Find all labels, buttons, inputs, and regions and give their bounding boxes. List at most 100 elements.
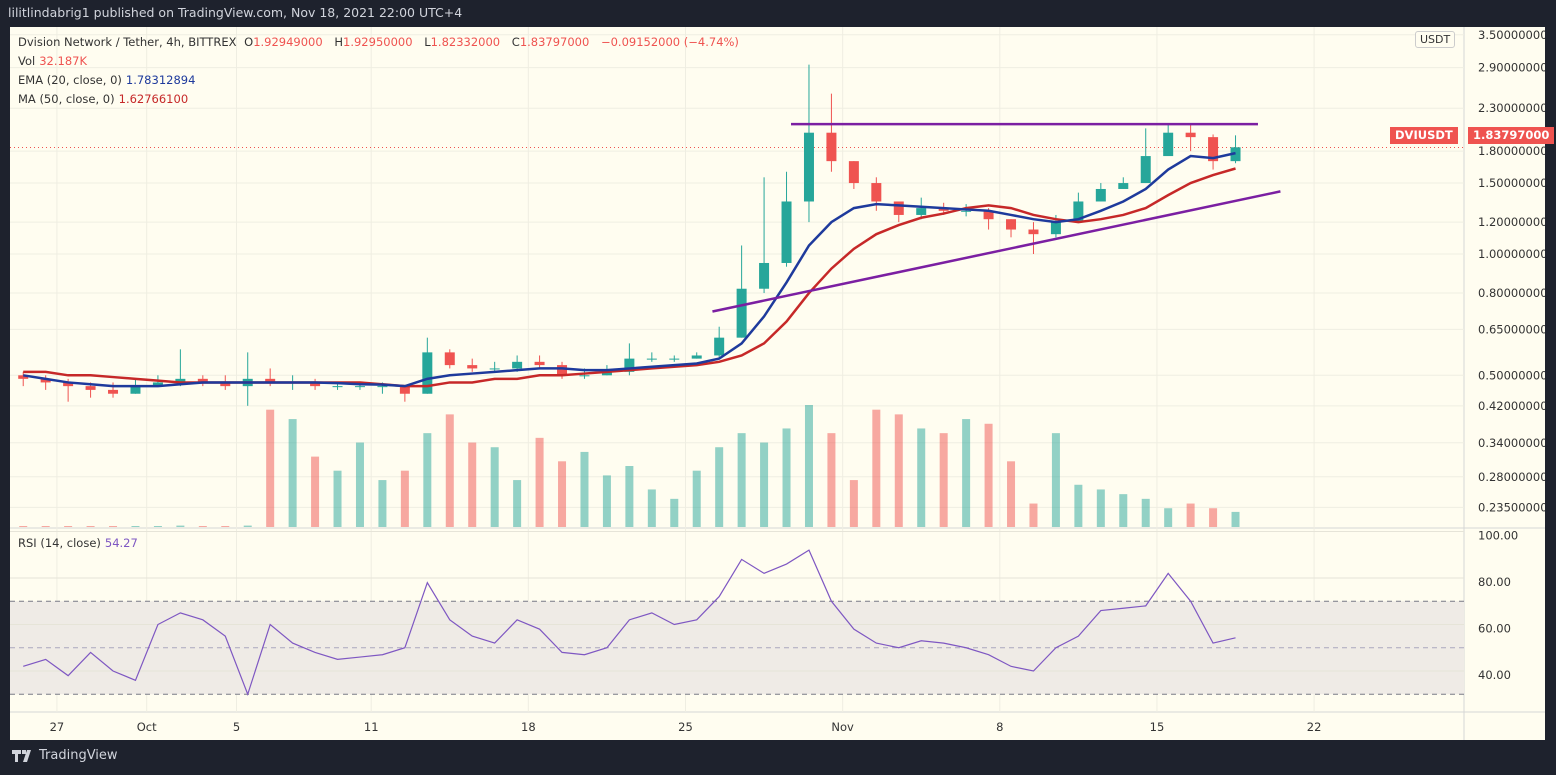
price-tick-label: 2.90000000 (1478, 61, 1545, 75)
currency-unit-badge[interactable]: USDT (1415, 31, 1456, 48)
volume-bar (1074, 484, 1083, 527)
close-label: C (511, 35, 520, 49)
candle-body (220, 382, 231, 387)
volume-bar (513, 480, 522, 527)
volume-bar (131, 526, 140, 527)
rsi-tick-label: 80.00 (1478, 575, 1511, 589)
ma-value: 1.62766100 (118, 92, 189, 106)
candle-body (1208, 137, 1219, 162)
volume-bar (917, 428, 926, 527)
candle-body (197, 378, 208, 383)
volume-bar (1141, 498, 1150, 527)
volume-bar (1096, 489, 1105, 527)
volume-bar (939, 433, 948, 527)
volume-bar (490, 447, 499, 527)
open-value: 1.92949000 (253, 35, 323, 49)
time-tick-label: 15 (1150, 720, 1165, 734)
volume-bar (109, 526, 118, 527)
price-tick-label: 0.65000000 (1478, 322, 1545, 336)
candle-body (108, 389, 119, 394)
volume-bar (41, 526, 50, 527)
volume-bar (176, 525, 185, 527)
ma-label[interactable]: MA (50, close, 0) (18, 92, 115, 106)
volume-bar (19, 526, 28, 527)
candle-body (624, 358, 635, 372)
candle-body (781, 201, 792, 263)
candle-body (489, 368, 500, 370)
candle-body (467, 365, 478, 369)
volume-bar (849, 480, 858, 527)
candle-body (759, 262, 770, 289)
volume-bar (894, 414, 903, 527)
candle-body (961, 210, 972, 212)
volume-bar (827, 433, 836, 527)
candle-body (63, 382, 74, 387)
time-tick-label: 18 (521, 720, 536, 734)
time-tick-label: Oct (137, 720, 157, 734)
support-trendline (712, 190, 1281, 313)
low-label: L (424, 35, 431, 49)
candle-body (1006, 219, 1017, 230)
volume-bar (198, 526, 207, 527)
price-tick-label: 3.50000000 (1478, 28, 1545, 42)
candle-body (1140, 156, 1151, 184)
candle-body (646, 358, 657, 360)
ema-label[interactable]: EMA (20, close, 0) (18, 73, 122, 87)
volume-bar (153, 526, 162, 527)
price-tick-label: 0.28000000 (1478, 470, 1545, 484)
candle-body (803, 132, 814, 202)
low-value: 1.82332000 (430, 35, 501, 49)
time-tick-label: 11 (364, 720, 379, 734)
volume-bar (1029, 503, 1038, 527)
candle-body (1050, 222, 1061, 235)
price-tick-label: 0.80000000 (1478, 286, 1545, 300)
candle-body (265, 378, 276, 383)
volume-bar (1051, 433, 1060, 527)
ema20-line (23, 151, 1236, 388)
rsi-tick-label: 100.00 (1478, 529, 1518, 543)
price-tick-label: 1.00000000 (1478, 247, 1545, 261)
price-tick-label: 1.20000000 (1478, 215, 1545, 229)
candle-body (714, 337, 725, 356)
time-tick-label: 8 (996, 720, 1003, 734)
candle-body (152, 382, 163, 387)
rsi-legend: RSI (14, close) 54.27 (18, 536, 142, 550)
symbol-legend: Dvision Network / Tether, 4h, BITTREX O1… (18, 35, 743, 49)
high-label: H (334, 35, 344, 49)
volume-bar (1007, 461, 1016, 527)
rsi-line (23, 549, 1236, 697)
chart-frame[interactable]: 3.50000000 2.90000000 2.30000000 1.80000000… (10, 27, 1555, 740)
volume-bar (737, 433, 746, 527)
volume-bar (647, 489, 656, 527)
volume-bar (984, 423, 993, 527)
candle-body (40, 378, 51, 383)
volume-bar (692, 470, 701, 527)
symbol-title[interactable]: Dvision Network / Tether, 4h, BITTREX (18, 35, 237, 49)
ma-legend: MA (50, close, 0) 1.62766100 (18, 92, 192, 106)
ema-value: 1.78312894 (125, 73, 196, 87)
rsi-value: 54.27 (104, 536, 138, 550)
volume-bar (1119, 494, 1128, 527)
candle-body (1095, 188, 1106, 202)
volume-bar (423, 433, 432, 527)
symbol-price-tag: DVIUSDT (1390, 127, 1458, 144)
current-price-tag: 1.83797000 (1468, 127, 1555, 144)
volume-bar (1231, 511, 1240, 527)
candle-body (377, 386, 388, 388)
candle-body (85, 386, 96, 390)
candle-body (512, 361, 523, 369)
candle-body (1163, 132, 1174, 157)
candle-body (579, 375, 590, 377)
candle-body (736, 288, 747, 338)
volume-bar (760, 442, 769, 527)
tradingview-logo[interactable]: TradingView (12, 748, 118, 763)
chart-canvas[interactable]: 3.50000000 2.90000000 2.30000000 1.80000000… (10, 27, 1545, 740)
candle-body (691, 355, 702, 359)
open-label: O (244, 35, 254, 49)
rsi-tick-label: 40.00 (1478, 668, 1511, 682)
candle-body (893, 201, 904, 215)
volume-label[interactable]: Vol (18, 54, 36, 68)
price-tick-label: 0.50000000 (1478, 368, 1545, 382)
candle-body (601, 371, 612, 376)
rsi-label[interactable]: RSI (14, close) (18, 536, 101, 550)
